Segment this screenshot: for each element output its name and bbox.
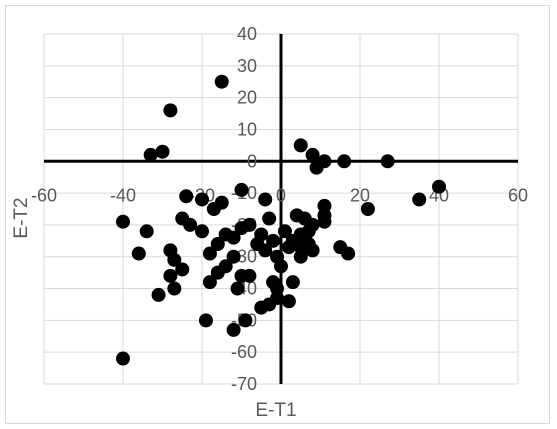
data-point [281,240,296,255]
data-point [131,246,146,261]
data-point [116,351,130,366]
data-point [151,287,166,302]
data-point [230,281,245,296]
x-axis-title: E-T1 [255,400,296,421]
data-point [167,252,182,267]
chart-area: -60-40-200204060403020100-10-20-30-40-50… [5,5,550,424]
data-point [293,138,308,153]
data-point [234,182,249,197]
data-point [163,268,178,283]
data-point [183,217,198,232]
data-point [274,259,288,274]
data-point [198,313,213,328]
data-point [195,192,209,207]
data-point [238,313,253,328]
data-point [309,160,324,175]
data-point [293,249,308,264]
x-tick-label: -60 [31,185,57,205]
data-point [337,154,352,169]
data-point [167,281,182,296]
data-point [175,262,190,277]
x-tick-label: -40 [110,185,136,205]
data-point [242,268,257,283]
y-tick-label: -70 [231,374,257,394]
data-point [163,103,178,118]
y-tick-label: -60 [231,342,257,362]
data-point [281,294,296,309]
data-point [301,237,316,251]
data-point [266,233,281,248]
data-point [285,275,300,290]
data-point [195,224,209,239]
data-point [242,217,257,232]
y-tick-label: 20 [237,88,257,108]
data-point [226,230,241,245]
data-point [258,192,273,207]
data-point [258,243,273,258]
data-point [270,291,285,306]
y-tick-label: 30 [237,56,257,76]
scatter-plot: -60-40-200204060403020100-10-20-30-40-50… [11,24,528,421]
data-point [226,249,241,264]
y-tick-label: 10 [237,119,257,139]
data-point [214,74,229,89]
data-point [143,147,158,162]
data-point [262,211,277,226]
data-point [139,224,154,239]
data-point [360,202,375,216]
data-point [341,246,356,261]
data-point [202,275,217,290]
data-point [317,214,332,229]
data-point [305,147,320,162]
data-point [155,144,170,159]
data-point [218,259,233,274]
data-point [206,202,221,216]
data-point [277,224,292,239]
y-axis-title: E-T2 [11,197,32,238]
data-point [202,246,217,261]
data-point [412,192,427,207]
y-tick-label: 0 [247,151,257,171]
x-tick-label: 0 [276,185,286,205]
data-point [432,179,446,194]
data-point [210,237,225,251]
x-tick-label: 60 [508,185,528,205]
x-tick-label: 20 [350,185,370,205]
data-point [179,189,194,204]
data-point [226,322,241,337]
data-point [116,214,130,229]
y-tick-label: 40 [237,24,257,44]
data-point [380,154,395,169]
